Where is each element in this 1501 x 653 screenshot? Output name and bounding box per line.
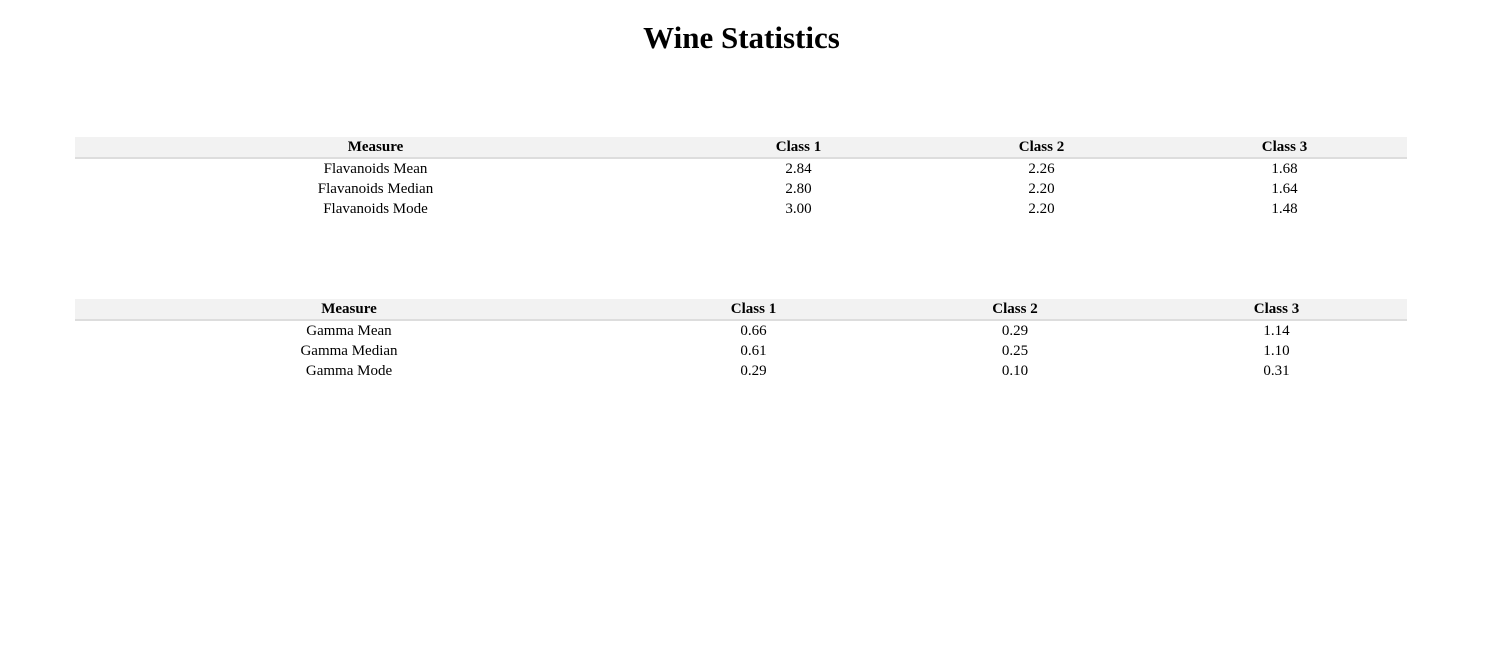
column-header-class-1: Class 1	[623, 299, 884, 321]
measure-cell: Gamma Mode	[305, 363, 393, 379]
column-header-class-2: Class 2	[884, 299, 1146, 321]
measure-cell: Flavanoids Mode	[323, 201, 428, 217]
class-3-cell: 1.14	[1263, 323, 1290, 339]
class-3-cell: 1.48	[1271, 201, 1298, 217]
measure-cell: Flavanoids Mean	[323, 161, 428, 177]
table-header-row: Measure Class 1 Class 2 Class 3	[75, 137, 1407, 159]
class-2-cell: 2.20	[1028, 181, 1055, 197]
class-2-cell: 0.29	[1001, 323, 1029, 339]
column-header-measure: Measure	[75, 137, 676, 159]
table-row: Flavanoids Median 2.80 2.20 1.64	[75, 179, 1407, 199]
class-2-cell: 0.25	[1001, 343, 1029, 359]
column-header-class-2: Class 2	[921, 137, 1162, 159]
class-1-cell: 2.84	[785, 161, 812, 177]
class-2-cell: 2.20	[1028, 201, 1055, 217]
class-3-cell: 0.31	[1263, 363, 1290, 379]
class-2-cell: 2.26	[1028, 161, 1055, 177]
measure-cell: Flavanoids Median	[317, 181, 434, 197]
table-row: Gamma Median 0.61 0.25 1.10	[75, 341, 1407, 361]
gamma-statistics-table: Measure Class 1 Class 2 Class 3 Gamma Me…	[75, 299, 1407, 381]
table-row: Flavanoids Mean 2.84 2.26 1.68	[75, 158, 1407, 179]
class-3-cell: 1.68	[1271, 161, 1298, 177]
table-row: Gamma Mode 0.29 0.10 0.31	[75, 361, 1407, 381]
measure-cell: Gamma Median	[300, 343, 398, 359]
measure-cell: Gamma Mean	[306, 323, 392, 339]
column-header-class-3: Class 3	[1146, 299, 1407, 321]
table-header-row: Measure Class 1 Class 2 Class 3	[75, 299, 1407, 321]
column-header-class-3: Class 3	[1162, 137, 1407, 159]
class-1-cell: 0.61	[740, 343, 767, 359]
column-header-measure: Measure	[75, 299, 623, 321]
class-3-cell: 1.64	[1271, 181, 1298, 197]
flavanoids-statistics-table: Measure Class 1 Class 2 Class 3 Flavanoi…	[75, 137, 1407, 219]
column-header-class-1: Class 1	[676, 137, 921, 159]
class-1-cell: 3.00	[785, 201, 812, 217]
page-title: Wine Statistics	[643, 20, 840, 55]
class-1-cell: 2.80	[785, 181, 812, 197]
class-1-cell: 0.29	[740, 363, 767, 379]
table-row: Flavanoids Mode 3.00 2.20 1.48	[75, 199, 1407, 219]
class-2-cell: 0.10	[1001, 363, 1029, 379]
class-1-cell: 0.66	[740, 323, 767, 339]
class-3-cell: 1.10	[1263, 343, 1290, 359]
table-row: Gamma Mean 0.66 0.29 1.14	[75, 320, 1407, 341]
